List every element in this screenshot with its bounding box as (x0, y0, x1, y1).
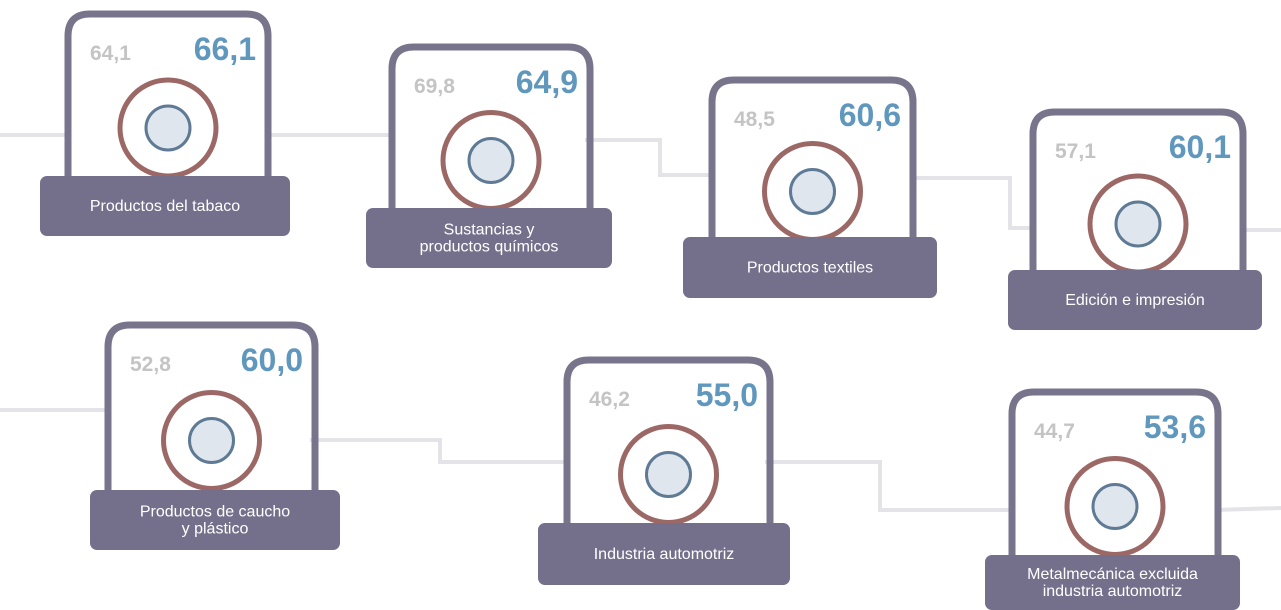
previous-value: 52,8 (130, 353, 171, 376)
icon (469, 139, 513, 183)
label-line: Industria automotriz (594, 546, 735, 563)
previous-value: 64,1 (90, 42, 131, 65)
card: 64,1 66,1 Productos del tabaco (40, 14, 290, 236)
current-value: 60,1 (1169, 129, 1231, 165)
icon (791, 170, 835, 214)
label-line: Productos del tabaco (90, 198, 240, 215)
label-line: y plástico (182, 521, 249, 538)
label-line: Metalmecánica excluida (1027, 566, 1198, 583)
connector (1215, 508, 1281, 510)
previous-value: 57,1 (1055, 140, 1096, 163)
current-value: 66,1 (194, 31, 256, 67)
connector (585, 140, 715, 175)
current-value: 64,9 (516, 64, 578, 100)
icon (647, 453, 691, 497)
current-value: 55,0 (696, 377, 758, 413)
card: 57,1 60,1 Edición e impresión (1008, 112, 1262, 330)
icon (1093, 485, 1137, 529)
card: 48,5 60,6 Productos textiles (683, 80, 937, 298)
current-value: 60,0 (241, 342, 303, 378)
icon (146, 106, 190, 150)
connector (910, 178, 1035, 228)
current-value: 53,6 (1144, 409, 1206, 445)
previous-value: 48,5 (734, 108, 775, 131)
infographic: 64,1 66,1 Productos del tabaco 69,8 64,9 Sust… (0, 0, 1281, 610)
previous-value: 44,7 (1034, 420, 1075, 443)
connector (310, 440, 570, 462)
label-line: industria automotriz (1043, 583, 1183, 600)
connector (765, 462, 1015, 510)
previous-value: 46,2 (589, 388, 630, 411)
card: 46,2 55,0 Industria automotriz (538, 360, 790, 585)
icon (1116, 202, 1160, 246)
icon (190, 419, 234, 463)
label-line: Productos textiles (747, 260, 873, 277)
card: 44,7 53,6 Metalmecánica excluidaindustria … (985, 392, 1240, 610)
label-line: Productos de caucho (140, 504, 290, 521)
label-line: Edición e impresión (1065, 292, 1205, 309)
label-line: productos químicos (420, 239, 559, 256)
previous-value: 69,8 (414, 75, 455, 98)
current-value: 60,6 (839, 97, 901, 133)
label-line: Sustancias y (444, 222, 535, 239)
